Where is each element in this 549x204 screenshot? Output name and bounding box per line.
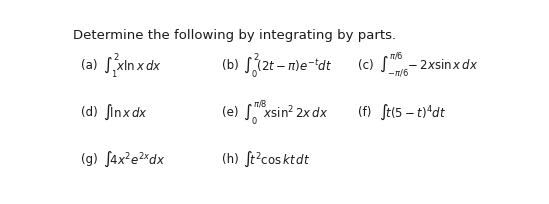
Text: (c): (c) <box>358 59 373 72</box>
Text: $\int\!t(5-t)^{4}dt$: $\int\!t(5-t)^{4}dt$ <box>379 103 446 122</box>
Text: $\int\!\ln x\,dx$: $\int\!\ln x\,dx$ <box>103 103 147 122</box>
Text: $\int_{0}^{\pi/8}\!x\sin^{2}2x\,dx$: $\int_{0}^{\pi/8}\!x\sin^{2}2x\,dx$ <box>243 98 328 127</box>
Text: (a): (a) <box>81 59 98 72</box>
Text: (b): (b) <box>222 59 239 72</box>
Text: $\int_{1}^{2}\!x\ln x\,dx$: $\int_{1}^{2}\!x\ln x\,dx$ <box>103 51 161 80</box>
Text: $\int\!4x^{2}e^{2x}dx$: $\int\!4x^{2}e^{2x}dx$ <box>103 150 165 169</box>
Text: $\int_{-\pi/6}^{\pi/6}\!-2x\sin x\,dx$: $\int_{-\pi/6}^{\pi/6}\!-2x\sin x\,dx$ <box>379 51 479 80</box>
Text: Determine the following by integrating by parts.: Determine the following by integrating b… <box>73 29 396 42</box>
Text: (d): (d) <box>81 106 98 119</box>
Text: (f): (f) <box>358 106 371 119</box>
Text: (h): (h) <box>222 153 239 166</box>
Text: (g): (g) <box>81 153 98 166</box>
Text: $\int_{0}^{2}\!(2t-\pi)e^{-t}dt$: $\int_{0}^{2}\!(2t-\pi)e^{-t}dt$ <box>243 51 332 80</box>
Text: $\int\!t^{2}\cos kt\,dt$: $\int\!t^{2}\cos kt\,dt$ <box>243 150 310 169</box>
Text: (e): (e) <box>222 106 238 119</box>
